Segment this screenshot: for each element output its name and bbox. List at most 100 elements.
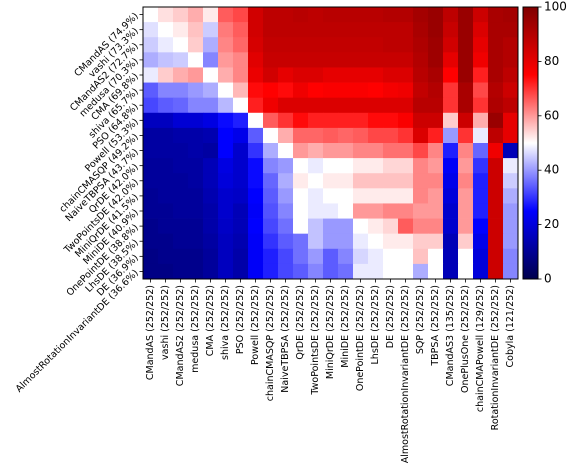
heatmap-cell: [233, 112, 249, 129]
heatmap-cell: [248, 173, 264, 189]
heatmap-cell: [413, 22, 429, 38]
heatmap-cell: [488, 37, 504, 53]
column-label: chainCMASQP (252/252): [265, 285, 276, 401]
heatmap-cell: [488, 97, 504, 114]
column-label: NaiveTBPSA (252/252): [280, 285, 291, 393]
heatmap-cell: [473, 173, 489, 189]
heatmap-cell: [353, 52, 369, 68]
heatmap-cell: [278, 7, 294, 23]
heatmap-cell: [173, 22, 189, 38]
column-label: shiva (252/252): [220, 285, 231, 360]
heatmap-cell: [398, 158, 414, 174]
heatmap-cell: [203, 188, 219, 204]
heatmap-cell: [233, 233, 249, 250]
heatmap-cell: [473, 82, 489, 99]
heatmap-cell: [443, 112, 459, 129]
heatmap-cell: [188, 52, 204, 68]
heatmap-cell: [458, 203, 474, 219]
heatmap-cell: [458, 218, 474, 235]
heatmap-cell: [473, 248, 489, 265]
heatmap-cell: [353, 173, 369, 189]
heatmap-cell: [248, 218, 264, 235]
heatmap-cell: [248, 7, 264, 23]
heatmap-cell: [428, 67, 444, 83]
column-label: TBPSA (252/252): [430, 285, 441, 367]
heatmap-cell: [368, 158, 384, 174]
heatmap-cell: [143, 67, 159, 83]
heatmap-cell: [173, 52, 189, 68]
column-label: PSO (252/252): [235, 285, 246, 354]
heatmap-cell: [443, 158, 459, 174]
heatmap-cell: [218, 158, 234, 174]
heatmap-cell: [428, 112, 444, 129]
heatmap-cell: [473, 188, 489, 204]
heatmap-cell: [353, 143, 369, 159]
heatmap-cell: [503, 143, 519, 159]
heatmap-cell: [158, 158, 174, 174]
heatmap-cell: [488, 112, 504, 129]
heatmap-cell: [398, 37, 414, 53]
heatmap-cell: [443, 263, 459, 280]
heatmap-cell: [203, 52, 219, 68]
heatmap-cell: [203, 203, 219, 219]
heatmap-cell: [188, 67, 204, 83]
heatmap-cell: [443, 248, 459, 265]
heatmap-cell: [428, 233, 444, 250]
heatmap-cell: [143, 97, 159, 114]
heatmap-cell: [443, 67, 459, 83]
heatmap-cell: [218, 218, 234, 235]
column-label: Powell (252/252): [250, 285, 261, 365]
heatmap-cell: [263, 52, 279, 68]
heatmap-cell: [428, 143, 444, 159]
heatmap-cell: [278, 37, 294, 53]
heatmap-cell: [233, 22, 249, 38]
colorbar-tick-label: 0: [544, 272, 552, 286]
heatmap-cell: [458, 233, 474, 250]
heatmap-cell: [233, 263, 249, 280]
heatmap-cell: [368, 127, 384, 144]
heatmap-cell: [488, 52, 504, 68]
heatmap-cell: [158, 97, 174, 114]
heatmap-cell: [278, 218, 294, 235]
heatmap-cell: [443, 127, 459, 144]
heatmap-cell: [173, 233, 189, 250]
heatmap-cell: [173, 203, 189, 219]
column-label: medusa (252/252): [190, 285, 201, 373]
heatmap-cell: [143, 82, 159, 99]
heatmap-cell: [488, 143, 504, 159]
heatmap-cell: [368, 203, 384, 219]
heatmap-cell: [338, 263, 354, 280]
heatmap-cell: [368, 52, 384, 68]
heatmap-cell: [293, 203, 309, 219]
column-label: CMandAS3 (135/252): [445, 285, 456, 386]
heatmap-cell: [458, 248, 474, 265]
heatmap-cell: [338, 97, 354, 114]
heatmap-cell: [428, 263, 444, 280]
heatmap-cell: [428, 82, 444, 99]
heatmap-cell: [458, 173, 474, 189]
heatmap-cell: [473, 158, 489, 174]
heatmap-cell: [368, 263, 384, 280]
heatmap-cell: [218, 97, 234, 114]
heatmap-cell: [338, 22, 354, 38]
heatmap-cell: [398, 188, 414, 204]
heatmap-cell: [383, 248, 399, 265]
heatmap-cell: [158, 127, 174, 144]
heatmap-cell: [308, 127, 324, 144]
heatmap-cell: [218, 82, 234, 99]
heatmap-cell: [143, 158, 159, 174]
heatmap-cell: [353, 218, 369, 235]
heatmap-cell: [443, 203, 459, 219]
heatmap-cell: [473, 7, 489, 23]
column-label: TwoPointsDE (252/252): [310, 285, 321, 396]
heatmap-cell: [488, 263, 504, 280]
heatmap-cell: [233, 143, 249, 159]
heatmap-cell: [473, 97, 489, 114]
heatmap-cell: [188, 203, 204, 219]
heatmap-cell: [248, 263, 264, 280]
heatmap-cell: [323, 112, 339, 129]
column-label: SQP (252/252): [415, 285, 426, 354]
heatmap-cell: [383, 218, 399, 235]
heatmap-cell: [338, 218, 354, 235]
heatmap-cell: [278, 112, 294, 129]
